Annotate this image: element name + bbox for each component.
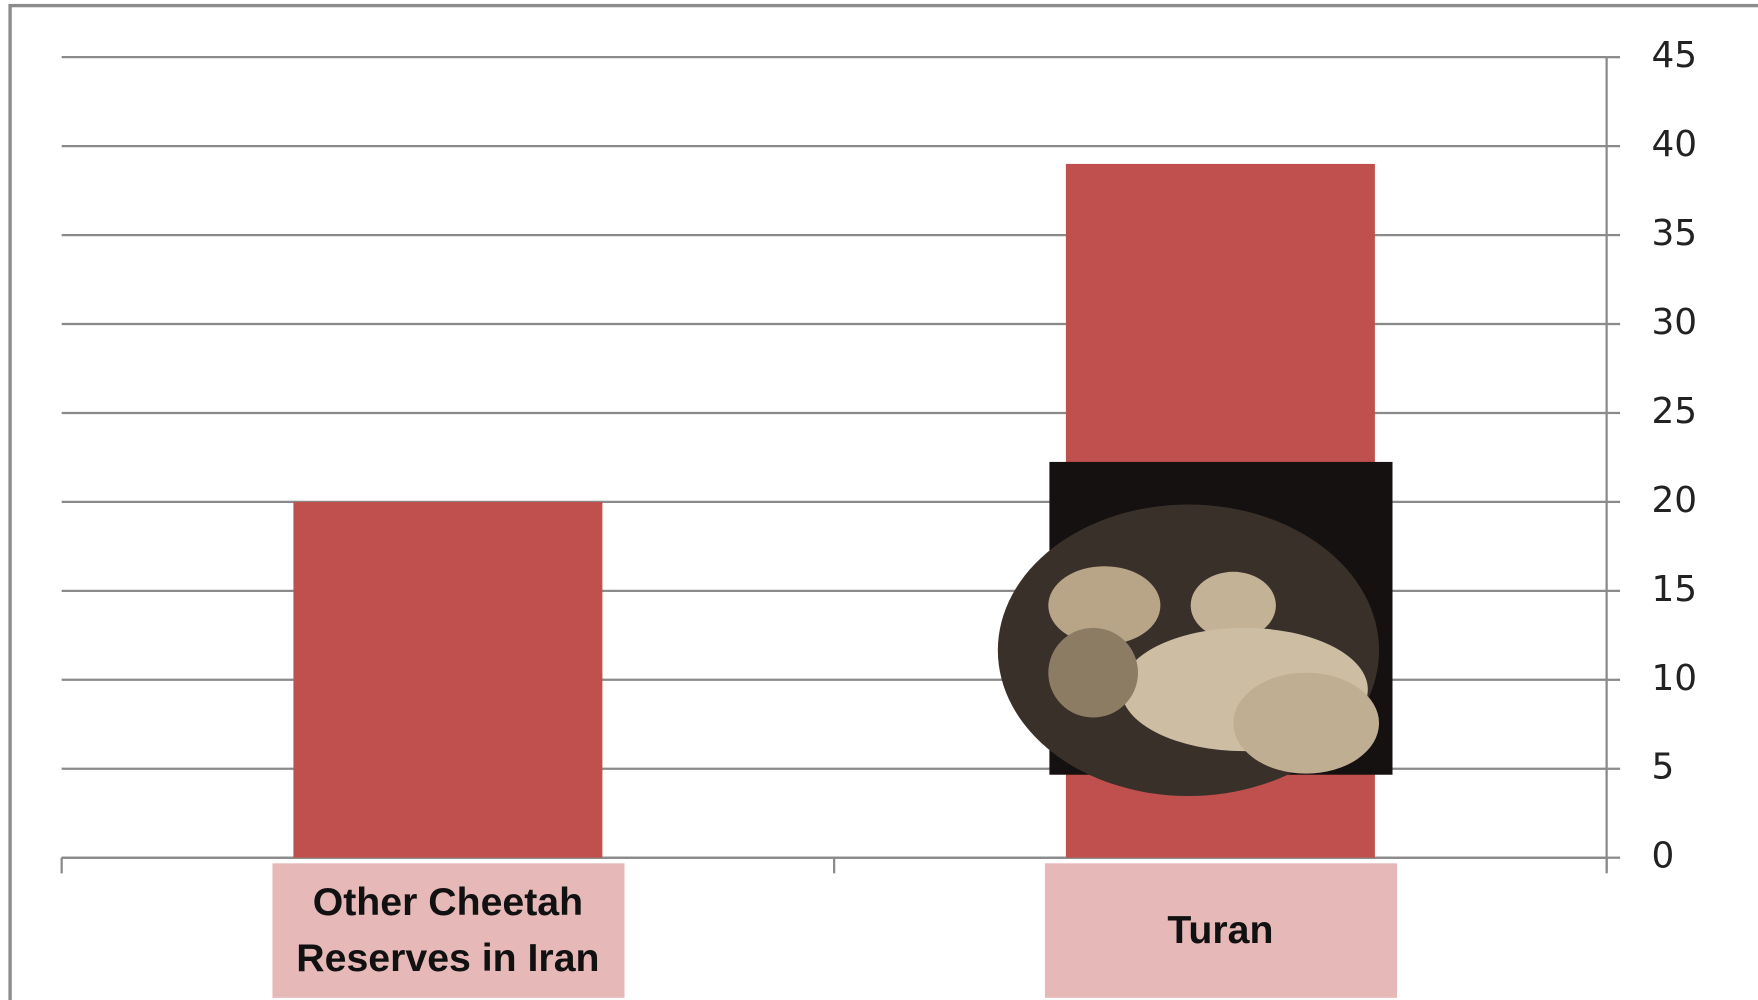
bar	[293, 502, 602, 858]
y-tick-label: 45	[1651, 35, 1697, 76]
x-tick-label: Other Cheetah Reserves in Iran	[272, 863, 624, 998]
cub	[1048, 628, 1138, 718]
cheetah-photo	[998, 462, 1393, 796]
y-tick-label: 40	[1651, 124, 1697, 165]
page: {"chart_data": {"type": "bar", "categori…	[0, 0, 1758, 1000]
y-tick-label: 10	[1651, 658, 1697, 699]
cub	[1233, 673, 1379, 774]
y-tick-label: 30	[1651, 302, 1697, 343]
x-tick-label: Turan	[1044, 863, 1396, 998]
chart: 0 5 10 15 20 25 30 35 40 45	[0, 0, 1758, 1000]
chart-frame: 0 5 10 15 20 25 30 35 40 45 Other Cheetah Reserve…	[0, 0, 1758, 1000]
y-tick-label: 15	[1651, 569, 1697, 610]
y-tick-label: 35	[1651, 213, 1697, 254]
y-tick-label: 20	[1651, 480, 1697, 521]
y-tick-label: 0	[1651, 836, 1674, 877]
y-tick-label: 25	[1651, 391, 1697, 432]
y-tick-label: 5	[1651, 747, 1674, 788]
